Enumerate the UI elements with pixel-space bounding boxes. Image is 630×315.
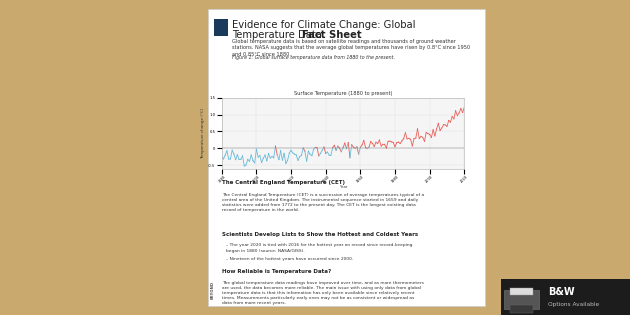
Y-axis label: Temperature change (°C): Temperature change (°C) xyxy=(202,107,205,159)
FancyBboxPatch shape xyxy=(504,290,539,309)
Text: Fact Sheet: Fact Sheet xyxy=(302,30,362,40)
FancyBboxPatch shape xyxy=(510,305,533,313)
Text: Global temperature data is based on satellite readings and thousands of ground w: Global temperature data is based on sate… xyxy=(232,39,470,57)
Title: Surface Temperature (1880 to present): Surface Temperature (1880 to present) xyxy=(294,91,392,96)
Text: – Nineteen of the hottest years have occurred since 2000.: – Nineteen of the hottest years have occ… xyxy=(226,257,353,261)
Text: The Central England Temperature (CET): The Central England Temperature (CET) xyxy=(222,180,345,185)
Text: How Reliable is Temperature Data?: How Reliable is Temperature Data? xyxy=(222,269,331,274)
Text: Evidence for Climate Change: Global: Evidence for Climate Change: Global xyxy=(232,20,415,31)
X-axis label: Year: Year xyxy=(339,185,347,189)
Text: Temperature Data: Temperature Data xyxy=(232,30,325,40)
FancyBboxPatch shape xyxy=(208,9,485,306)
FancyBboxPatch shape xyxy=(510,288,533,295)
Text: – The year 2020 is tied with 2016 for the hottest year on record since record-ke: – The year 2020 is tied with 2016 for th… xyxy=(226,243,412,253)
FancyBboxPatch shape xyxy=(214,19,228,36)
Text: The Central England Temperature (CET) is a succession of average temperatures ty: The Central England Temperature (CET) is… xyxy=(222,193,424,212)
Text: The global temperature data readings have improved over time, and as more thermo: The global temperature data readings hav… xyxy=(222,281,423,306)
FancyBboxPatch shape xyxy=(501,279,630,315)
Text: Options Available: Options Available xyxy=(548,302,599,307)
Text: BEYOND: BEYOND xyxy=(210,281,214,299)
Text: Figure 1: Global surface temperature data from 1880 to the present.: Figure 1: Global surface temperature dat… xyxy=(232,55,395,60)
Text: B&W: B&W xyxy=(548,287,575,297)
Text: Scientists Develop Lists to Show the Hottest and Coldest Years: Scientists Develop Lists to Show the Hot… xyxy=(222,232,418,237)
